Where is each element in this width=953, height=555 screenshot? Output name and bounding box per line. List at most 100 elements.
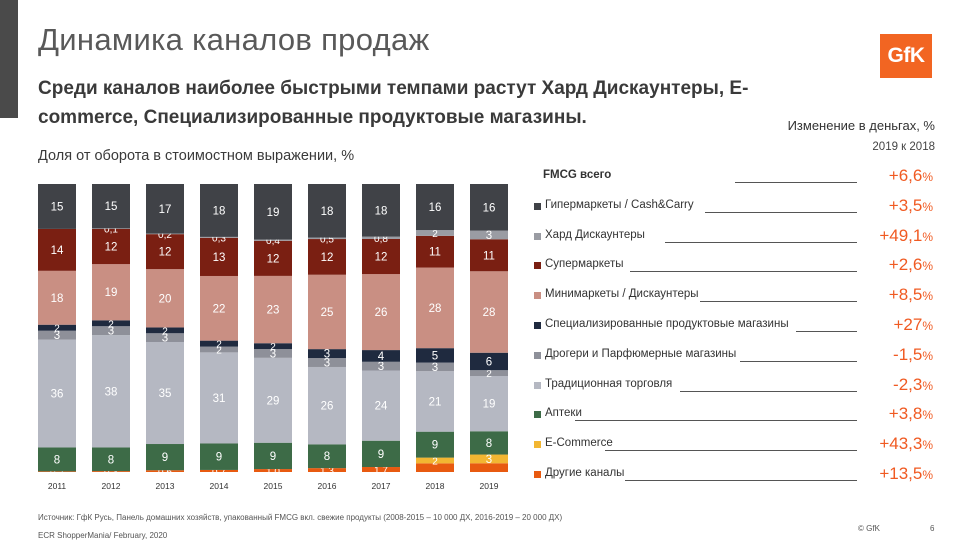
data-label: 38 (105, 386, 118, 398)
data-label: 2 (216, 345, 222, 356)
data-label: 24 (375, 401, 388, 413)
data-label: 0,2 (50, 468, 64, 479)
bar-segment (470, 370, 508, 376)
data-label: 3 (324, 349, 330, 361)
data-label: 9 (432, 440, 438, 452)
bar-segment (200, 340, 238, 347)
bar-segment (470, 230, 508, 240)
bar-segment (146, 269, 184, 328)
bar-segment (38, 447, 76, 472)
data-label: 12 (321, 252, 334, 264)
legend-row: Дрогери и Парфюмерные магазины -1,5% (530, 345, 935, 367)
bar-segment (362, 370, 400, 441)
leader-line (630, 271, 857, 273)
data-label: 23 (267, 305, 280, 317)
data-label: 2 (108, 319, 114, 330)
data-label: 0,7 (212, 467, 226, 478)
legend-row: E-Commerce +43,3% (530, 434, 935, 456)
data-label: 26 (375, 307, 388, 319)
bar-segment (362, 350, 400, 362)
change-value: -2,3% (893, 374, 933, 394)
data-label: 3 (378, 361, 384, 373)
page-title: Динамика каналов продаж (38, 22, 430, 57)
bar-stack-2012: 0,3 8 38 32 19 12 0,1 15 (92, 184, 130, 479)
data-label: 2 (162, 326, 168, 337)
legend-swatch (534, 262, 541, 270)
data-label: 12 (105, 241, 118, 253)
bar-segment (416, 348, 454, 363)
legend-label: FMCG всего (543, 169, 616, 181)
bar-segment (308, 358, 346, 367)
data-label: 0,3 (104, 468, 118, 479)
bar-segment (92, 228, 130, 229)
bar-segment (254, 357, 292, 443)
change-value: +6,6% (888, 166, 933, 185)
bar-segment (416, 457, 454, 464)
legend-row: Аптеки +3,8% (530, 404, 935, 426)
legend-label: Специализированные продуктовые магазины (545, 318, 793, 330)
data-label: 8 (108, 454, 114, 466)
legend-row: Традиционная торговля -2,3% (530, 374, 935, 397)
bar-segment (308, 239, 346, 275)
bar-segment (200, 346, 238, 353)
bar-segment (92, 264, 130, 321)
data-label: 18 (51, 293, 64, 305)
leader-line (625, 480, 857, 481)
page-subtitle: Среди каналов наиболее быстрыми темпами … (38, 78, 749, 128)
legend-label: Традиционная торговля (545, 377, 677, 390)
bar-segment (254, 240, 292, 276)
footer-event: ECR ShopperMania/ February, 2020 (38, 531, 168, 540)
bar-segment (254, 469, 292, 472)
bar-segment (470, 463, 508, 472)
legend-row: Гипермаркеты / Cash&Carry +3,5% (530, 196, 935, 218)
legend-label: E-Commerce (545, 437, 617, 450)
data-label: 3 (486, 230, 492, 242)
legend-swatch (534, 351, 541, 359)
data-label: 19 (105, 287, 118, 299)
bar-segment (146, 341, 184, 445)
change-value: +2,6% (888, 255, 933, 275)
data-label: 16 (429, 202, 442, 214)
bar-segment (362, 440, 400, 468)
gfk-logo: GfK (880, 34, 932, 78)
bar-segment (416, 362, 454, 372)
bar-segment (362, 238, 400, 275)
data-label: 9 (162, 452, 168, 464)
data-label: 15 (51, 201, 64, 213)
data-label: 20 (159, 293, 172, 305)
bar-segment (470, 431, 508, 455)
change-value: +8,5% (888, 285, 933, 305)
bar-segment (254, 184, 292, 240)
bar-segment (38, 228, 76, 271)
bar-segment (416, 235, 454, 268)
bar-segment (92, 184, 130, 229)
bar-segment (146, 444, 184, 471)
bar-segment (38, 270, 76, 325)
leader-line (796, 331, 857, 332)
bar-segment (308, 274, 346, 350)
bar-segment (308, 468, 346, 472)
legend-row: Минимаркеты / Дискаунтеры +8,5% (530, 285, 935, 307)
data-label: 3 (324, 358, 330, 370)
legend-swatch (534, 381, 541, 389)
data-label: 12 (159, 247, 172, 259)
bar-segment (254, 343, 292, 350)
bar-segment (308, 184, 346, 238)
legend-row: Специализированные продуктовые магазины +… (530, 315, 935, 337)
data-label: 2 (54, 324, 60, 335)
legend-label: Супермаркеты (545, 258, 628, 271)
legend-swatch (534, 471, 541, 478)
data-label: 9 (216, 452, 222, 464)
bar-segment (470, 271, 508, 353)
x-tick-label: 2017 (372, 481, 391, 491)
bar-segment (308, 366, 346, 445)
x-tick-label: 2012 (102, 481, 121, 491)
data-label: 0,4 (266, 236, 280, 247)
bar-stack-2017: 1,7 9 24 34 26 12 0,8 18 (362, 184, 400, 477)
leader-line (700, 301, 857, 303)
bar-segment (200, 275, 238, 341)
bar-segment (38, 324, 76, 331)
data-label: 1,0 (266, 467, 280, 478)
page-number: 6 (930, 524, 935, 533)
